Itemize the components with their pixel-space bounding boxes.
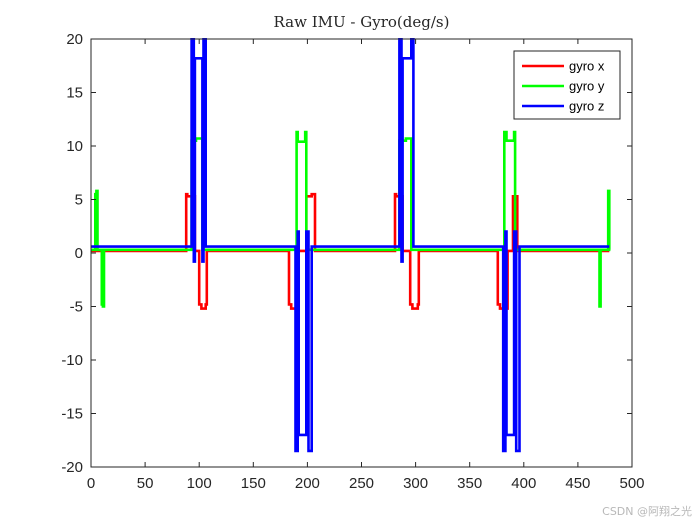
y-tick-label: -5 <box>70 299 83 316</box>
x-tick-label: 200 <box>295 475 320 492</box>
x-tick-label: 450 <box>565 475 590 492</box>
y-tick-label: 15 <box>66 85 83 102</box>
x-tick-label: 50 <box>137 475 154 492</box>
y-tick-label: 5 <box>75 192 83 209</box>
legend-label: gyro y <box>569 79 605 94</box>
x-tick-label: 500 <box>619 475 644 492</box>
y-tick-label: -10 <box>61 352 83 369</box>
y-tick-label: -15 <box>61 406 83 423</box>
watermark: CSDN @阿翔之光 <box>602 505 692 518</box>
y-tick-label: 0 <box>75 245 83 262</box>
x-tick-label: 350 <box>457 475 482 492</box>
series-line-gyro-x <box>91 192 610 310</box>
series-line-gyro-y <box>91 130 611 308</box>
legend-label: gyro x <box>569 59 605 74</box>
legend-label: gyro z <box>569 99 604 114</box>
legend: gyro x gyro y gyro z <box>513 50 621 120</box>
x-tick-label: 250 <box>349 475 374 492</box>
x-tick-label: 300 <box>403 475 428 492</box>
series-line-gyro-z <box>91 38 610 453</box>
x-tick-label: 150 <box>241 475 266 492</box>
x-tick-label: 0 <box>87 475 95 492</box>
chart-title: Raw IMU - Gyro(deg/s) <box>274 13 450 31</box>
y-tick-label: 10 <box>66 138 83 155</box>
y-tick-label: -20 <box>61 459 83 476</box>
y-tick-label: 20 <box>66 31 83 48</box>
x-tick-label: 400 <box>511 475 536 492</box>
x-tick-label: 100 <box>187 475 212 492</box>
